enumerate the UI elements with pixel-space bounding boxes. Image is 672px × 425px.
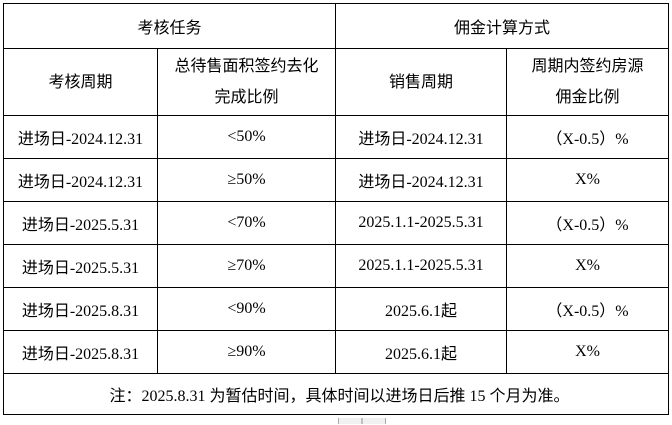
col-header-line: 周期内签约房源 (531, 58, 644, 75)
table-cell: 进场日-2025.8.31 (3, 330, 158, 374)
table-cell: ≥50% (156, 158, 337, 202)
table-cell: 进场日-2025.8.31 (3, 287, 158, 331)
col-header-line: 考核周期 (48, 73, 113, 91)
table-cell: （X-0.5）% (506, 115, 670, 159)
table-cell: 进场日-2025.5.31 (3, 244, 158, 288)
col-header-sales-period: 销售周期 (335, 48, 508, 116)
horizontal-scrollbar-thumb[interactable] (338, 418, 386, 424)
table-cell: ≥70% (156, 244, 337, 288)
table-cell: （X-0.5）% (506, 201, 670, 245)
table-row: 进场日-2024.12.31 <50% 进场日-2024.12.31 （X-0.… (3, 115, 670, 159)
table-cell: 进场日-2024.12.31 (335, 158, 508, 202)
table-cell: 进场日-2024.12.31 (3, 115, 158, 159)
table-cell: （X-0.5）% (506, 287, 670, 331)
header-assessment-task: 考核任务 (2, 3, 337, 49)
table-cell: X% (506, 330, 670, 374)
col-header-line: 佣金比例 (555, 89, 620, 106)
table-row: 进场日-2025.5.31 ≥70% 2025.1.1-2025.5.31 X% (3, 244, 670, 288)
table-row: 进场日-2025.8.31 <90% 2025.6.1起 （X-0.5）% (3, 287, 670, 331)
table-column-header-row: 考核周期 总待售面积签约去化 完成比例 销售周期 周期内签约房源 佣金比例 (3, 48, 670, 116)
table-cell: ≥90% (156, 330, 337, 374)
col-header-line: 完成比例 (214, 89, 279, 106)
col-header-commission-rate: 周期内签约房源 佣金比例 (506, 48, 670, 116)
table-cell: X% (506, 244, 670, 288)
col-header-line: 销售周期 (389, 73, 454, 91)
col-header-assessment-period: 考核周期 (3, 48, 158, 116)
table-cell: 2025.6.1起 (335, 330, 508, 374)
table-cell: 2025.1.1-2025.5.31 (335, 244, 508, 288)
table-cell: X% (506, 158, 670, 202)
table-cell: 进场日-2024.12.31 (3, 158, 158, 202)
table-cell: <50% (156, 115, 337, 159)
header-commission-calculation: 佣金计算方式 (335, 3, 670, 49)
table-cell: 2025.6.1起 (335, 287, 508, 331)
table-cell: 2025.1.1-2025.5.31 (335, 201, 508, 245)
table-cell: <90% (156, 287, 337, 331)
table-group-header-row: 考核任务 佣金计算方式 (2, 3, 670, 49)
commission-table: 考核任务 佣金计算方式 考核周期 总待售面积签约去化 完成比例 销售周期 周期内… (2, 3, 670, 415)
table-row: 进场日-2024.12.31 ≥50% 进场日-2024.12.31 X% (3, 158, 670, 202)
table-row: 进场日-2025.5.31 <70% 2025.1.1-2025.5.31 （X… (3, 201, 670, 245)
col-header-area-completion-ratio: 总待售面积签约去化 完成比例 (156, 48, 337, 116)
table-cell: 进场日-2024.12.31 (335, 115, 508, 159)
col-header-line: 总待售面积签约去化 (174, 58, 319, 75)
table-note-row: 注：2025.8.31 为暂估时间，具体时间以进场日后推 15 个月为准。 (2, 373, 670, 415)
table-note: 注：2025.8.31 为暂估时间，具体时间以进场日后推 15 个月为准。 (2, 373, 670, 415)
table-row: 进场日-2025.8.31 ≥90% 2025.6.1起 X% (3, 330, 670, 374)
table-cell: <70% (156, 201, 337, 245)
table-cell: 进场日-2025.5.31 (3, 201, 158, 245)
